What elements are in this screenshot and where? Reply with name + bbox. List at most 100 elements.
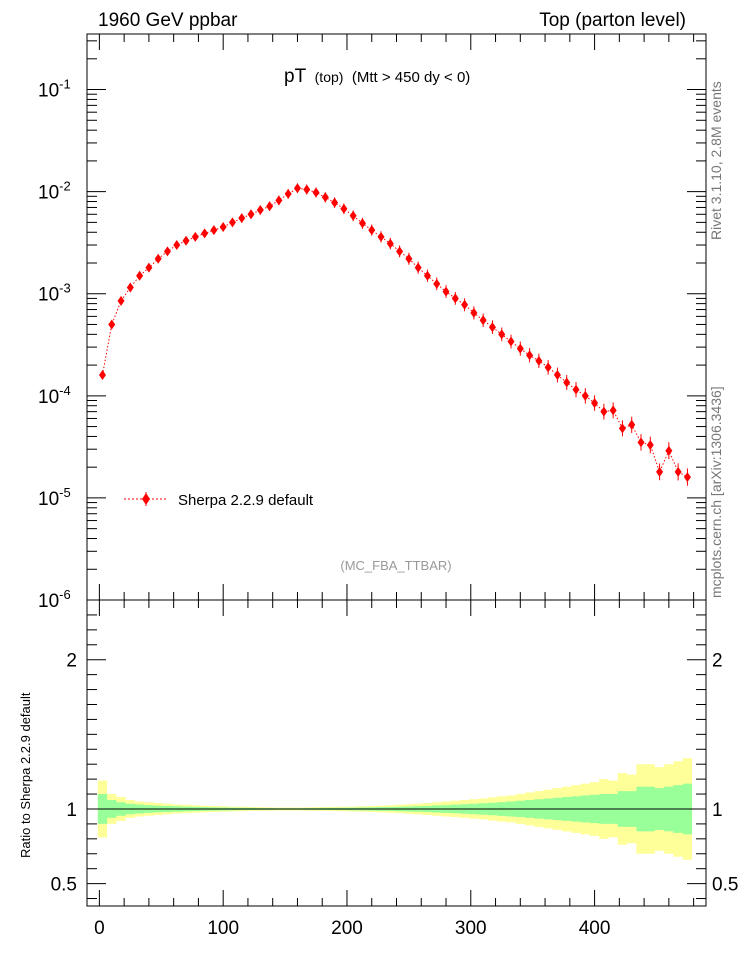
legend-marker (142, 493, 150, 505)
main-y-tick-label: 10-1 (38, 77, 71, 102)
series-point (154, 253, 162, 264)
ratio-y-axis: 0.5 0.5 1 1 2 2 (51, 599, 738, 900)
series-point (665, 445, 673, 456)
series-point (544, 362, 552, 373)
main-y-axis: 10-6 10-5 10-4 10-3 10-2 10-1 (38, 40, 706, 612)
series-point (405, 253, 413, 264)
ratio-panel-frame (86, 599, 707, 907)
series-point (201, 228, 209, 239)
plot-title-rest: (Mtt > 450 dy < 0) (352, 69, 470, 86)
main-y-tick-label: 10-5 (38, 485, 71, 510)
header-left: 1960 GeV ppbar (98, 10, 238, 31)
ratio-y-tick-label-right: 2 (712, 651, 723, 672)
series-point (609, 405, 617, 416)
ratio-y-tick-label: 1 (66, 800, 77, 821)
series-point (516, 343, 524, 354)
series-point (358, 218, 366, 229)
series-point (526, 350, 534, 361)
series-point (293, 183, 301, 194)
series-point (266, 201, 274, 212)
ratio-x-axis: 0 100 200 300 400 (94, 600, 695, 939)
series-point (117, 295, 125, 306)
main-x-ticks (98, 34, 695, 600)
series-layer (98, 183, 691, 486)
series-point (368, 225, 376, 236)
series-point (247, 209, 255, 220)
series-point (126, 282, 134, 293)
series-point (182, 235, 190, 246)
series-point (219, 222, 227, 233)
series-point (136, 270, 144, 281)
mcplots-label: mcplots.cern.ch [arXiv:1306.3436] (708, 386, 724, 598)
series-point (238, 213, 246, 224)
series-point (98, 369, 106, 380)
series-point (461, 299, 469, 310)
ratio-x-tick-label: 0 (94, 918, 105, 939)
series-point (349, 210, 357, 221)
series-point (553, 369, 561, 380)
plot-title-small: (top) (315, 69, 344, 85)
ratio-x-tick-label: 300 (455, 918, 487, 939)
series-point (256, 205, 264, 216)
series-point (423, 270, 431, 281)
series-point (340, 203, 348, 214)
plot-title: pT (top) (Mtt > 450 dy < 0) (284, 66, 470, 87)
ratio-y-tick-label-right: 0.5 (712, 875, 738, 896)
series-point (331, 197, 339, 208)
header-right: Top (parton level) (539, 10, 686, 31)
series-point (591, 398, 599, 409)
series-line (101, 187, 688, 478)
series-point (572, 384, 580, 395)
main-panel-frame (86, 33, 707, 601)
series-point (228, 217, 236, 228)
series-point (442, 286, 450, 297)
plot-title-main: pT (284, 66, 307, 87)
main-y-tick-label: 10-2 (38, 179, 71, 204)
series-point (451, 293, 459, 304)
series-point (145, 262, 153, 273)
rivet-label: Rivet 3.1.10, 2.8M events (708, 81, 724, 240)
series-point (498, 329, 506, 340)
series-point (637, 437, 645, 448)
series-point (618, 423, 626, 434)
series-point (433, 278, 441, 289)
ratio-y-tick-label: 0.5 (51, 875, 77, 896)
main-y-tick-label: 10-3 (38, 281, 71, 306)
series-point (321, 192, 329, 203)
series-point (210, 225, 218, 236)
series-point (108, 319, 116, 330)
main-y-tick-label: 10-4 (38, 383, 71, 408)
series-point (488, 322, 496, 333)
legend: Sherpa 2.2.9 default (124, 492, 314, 509)
series-point (303, 184, 311, 195)
series-point (470, 307, 478, 318)
series-point (674, 466, 682, 477)
main-y-tick-label: 10-6 (38, 587, 71, 612)
series-point (563, 377, 571, 388)
series-point (191, 231, 199, 242)
series-point (275, 195, 283, 206)
watermark: (MC_FBA_TTBAR) (340, 558, 451, 573)
series-point (646, 439, 654, 450)
ratio-x-tick-label: 400 (579, 918, 611, 939)
series-point (377, 231, 385, 242)
series-point (414, 262, 422, 273)
series-point (683, 472, 691, 483)
series-point (656, 466, 664, 477)
series-point (284, 188, 292, 199)
series-point (628, 419, 636, 430)
ratio-y-label: Ratio to Sherpa 2.2.9 default (18, 692, 33, 858)
series-point (507, 336, 515, 347)
ratio-y-tick-label: 2 (66, 651, 77, 672)
ratio-x-tick-label: 200 (331, 918, 363, 939)
series-point (581, 390, 589, 401)
series-point (386, 238, 394, 249)
series-point (479, 315, 487, 326)
series-point (396, 246, 404, 257)
series-point (535, 355, 543, 366)
series-point (163, 246, 171, 257)
series-point (173, 240, 181, 251)
ratio-x-tick-label: 100 (207, 918, 239, 939)
legend-label: Sherpa 2.2.9 default (178, 492, 314, 509)
